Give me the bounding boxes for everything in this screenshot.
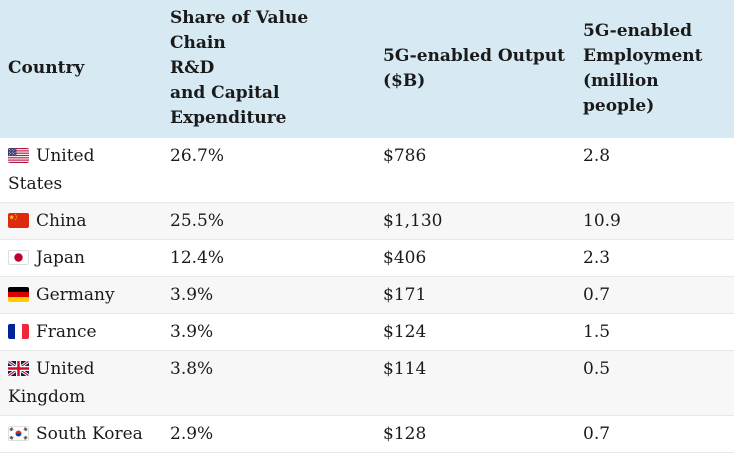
employment-cell: 0.7 — [583, 285, 611, 305]
employment-cell: 2.8 — [583, 146, 611, 166]
country-name: United Kingdom — [8, 359, 95, 407]
table-row: France 3.9% $124 1.5 — [0, 313, 734, 351]
column-header-share: Share of Value Chain R&D and Capital Exp… — [162, 0, 375, 138]
country-name: China — [36, 211, 87, 231]
share-cell: 2.9% — [170, 424, 214, 444]
country-name: United States — [8, 146, 95, 194]
country-cell: China — [0, 203, 162, 240]
output-cell: $124 — [383, 322, 427, 342]
country-cell: United Kingdom — [0, 351, 162, 416]
japan-flag-icon — [8, 250, 29, 265]
table-row: Germany 3.9% $171 0.7 — [0, 276, 734, 314]
column-header-output: 5G-enabled Output ($B) — [375, 0, 575, 138]
share-cell: 26.7% — [170, 146, 225, 166]
share-cell: 3.9% — [170, 322, 214, 342]
share-cell: 3.8% — [170, 359, 214, 379]
country-name: Germany — [36, 285, 115, 305]
us-flag-icon — [8, 148, 29, 163]
employment-cell: 0.7 — [583, 424, 611, 444]
table-row: Japan 12.4% $406 2.3 — [0, 239, 734, 277]
uk-flag-icon — [8, 361, 29, 376]
country-name: Japan — [36, 248, 85, 268]
country-name: France — [36, 322, 97, 342]
germany-flag-icon — [8, 287, 29, 302]
country-cell: France — [0, 314, 162, 351]
share-cell: 12.4% — [170, 248, 225, 268]
employment-cell: 0.5 — [583, 359, 611, 379]
header-row: Country Share of Value Chain R&D and Cap… — [0, 0, 734, 138]
table-row: South Korea 2.9% $128 0.7 — [0, 415, 734, 453]
country-name: South Korea — [36, 424, 143, 444]
column-header-employment: 5G-enabled Employment (million people) — [575, 0, 734, 138]
output-cell: $1,130 — [383, 211, 443, 231]
country-cell: South Korea — [0, 416, 162, 453]
table-body: United States 26.7% $786 2.8 China 25.5% $1,13… — [0, 137, 734, 453]
column-header-country: Country — [0, 0, 162, 138]
output-cell: $171 — [383, 285, 427, 305]
output-cell: $786 — [383, 146, 427, 166]
share-cell: 25.5% — [170, 211, 225, 231]
output-cell: $114 — [383, 359, 427, 379]
employment-cell: 2.3 — [583, 248, 611, 268]
table-row: China 25.5% $1,130 10.9 — [0, 202, 734, 240]
country-cell: Japan — [0, 240, 162, 277]
country-cell: United States — [0, 138, 162, 203]
employment-cell: 1.5 — [583, 322, 611, 342]
country-cell: Germany — [0, 277, 162, 314]
output-cell: $128 — [383, 424, 427, 444]
output-cell: $406 — [383, 248, 427, 268]
share-cell: 3.9% — [170, 285, 214, 305]
table-row: United States 26.7% $786 2.8 — [0, 137, 734, 203]
china-flag-icon — [8, 213, 29, 228]
employment-cell: 10.9 — [583, 211, 621, 231]
south-korea-flag-icon — [8, 426, 29, 441]
table-row: United Kingdom 3.8% $114 0.5 — [0, 350, 734, 416]
france-flag-icon — [8, 324, 29, 339]
